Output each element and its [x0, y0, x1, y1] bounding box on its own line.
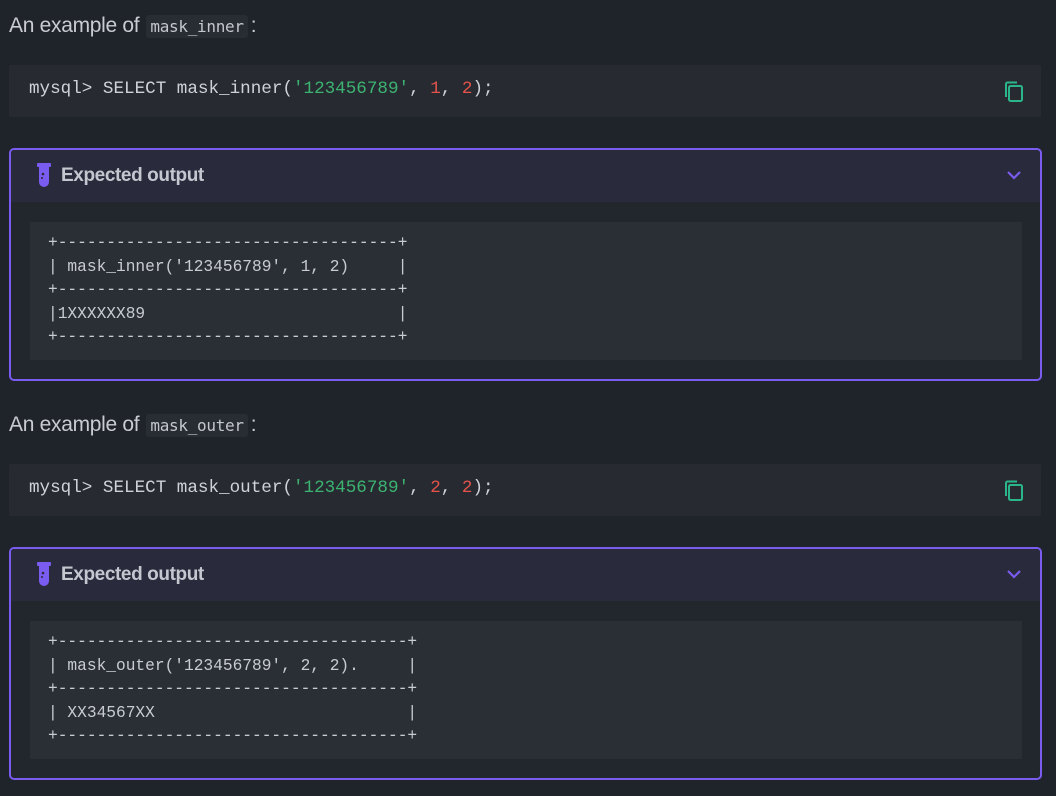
code-number: 2 [430, 478, 441, 498]
code-block: mysql> SELECT mask_outer('123456789', 2,… [9, 464, 1041, 516]
inline-code: mask_outer [146, 413, 248, 437]
code-text: mysql> SELECT mask_outer( [29, 478, 293, 498]
code-number: 2 [461, 478, 473, 498]
code-end: ); [472, 79, 494, 99]
code-sep: , [440, 478, 462, 498]
heading-text: An example of [9, 14, 140, 37]
section-heading: An example of mask_outer : [9, 413, 257, 437]
copy-icon[interactable] [1003, 80, 1025, 104]
heading-text: An example of [9, 413, 140, 436]
copy-icon[interactable] [1003, 479, 1025, 503]
code-end: ); [472, 478, 494, 498]
output-text: +-----------------------------------+ | … [48, 234, 408, 346]
expected-output-title: Expected output [61, 165, 204, 186]
heading-suffix: : [250, 413, 257, 436]
code-block: mysql> SELECT mask_inner('123456789', 1,… [9, 65, 1041, 117]
section-heading: An example of mask_inner : [9, 14, 257, 38]
heading-suffix: : [250, 14, 257, 37]
expected-output-panel: Expected output +-----------------------… [9, 148, 1042, 381]
output-block: +-----------------------------------+ | … [30, 222, 1022, 360]
code-string: '123456789' [292, 79, 410, 99]
chevron-down-icon[interactable] [1006, 567, 1022, 581]
test-tube-icon [37, 163, 51, 187]
test-tube-icon [37, 562, 51, 586]
output-block: +------------------------------------+ |… [30, 621, 1022, 759]
chevron-down-icon[interactable] [1006, 168, 1022, 182]
inline-code: mask_inner [146, 14, 248, 38]
code-text: mysql> SELECT mask_inner( [29, 79, 293, 99]
code-number: 2 [461, 79, 473, 99]
code-sep: , [440, 79, 462, 99]
expected-output-header[interactable]: Expected output [11, 150, 1040, 202]
expected-output-panel: Expected output +-----------------------… [9, 547, 1042, 780]
expected-output-header[interactable]: Expected output [11, 549, 1040, 601]
expected-output-title: Expected output [61, 564, 204, 585]
code-line: mysql> SELECT mask_outer('123456789', 2,… [29, 478, 494, 498]
code-sep: , [409, 478, 431, 498]
code-line: mysql> SELECT mask_inner('123456789', 1,… [29, 79, 494, 99]
output-text: +------------------------------------+ |… [48, 633, 418, 745]
code-string: '123456789' [292, 478, 410, 498]
code-number: 1 [430, 79, 441, 99]
code-sep: , [409, 79, 431, 99]
